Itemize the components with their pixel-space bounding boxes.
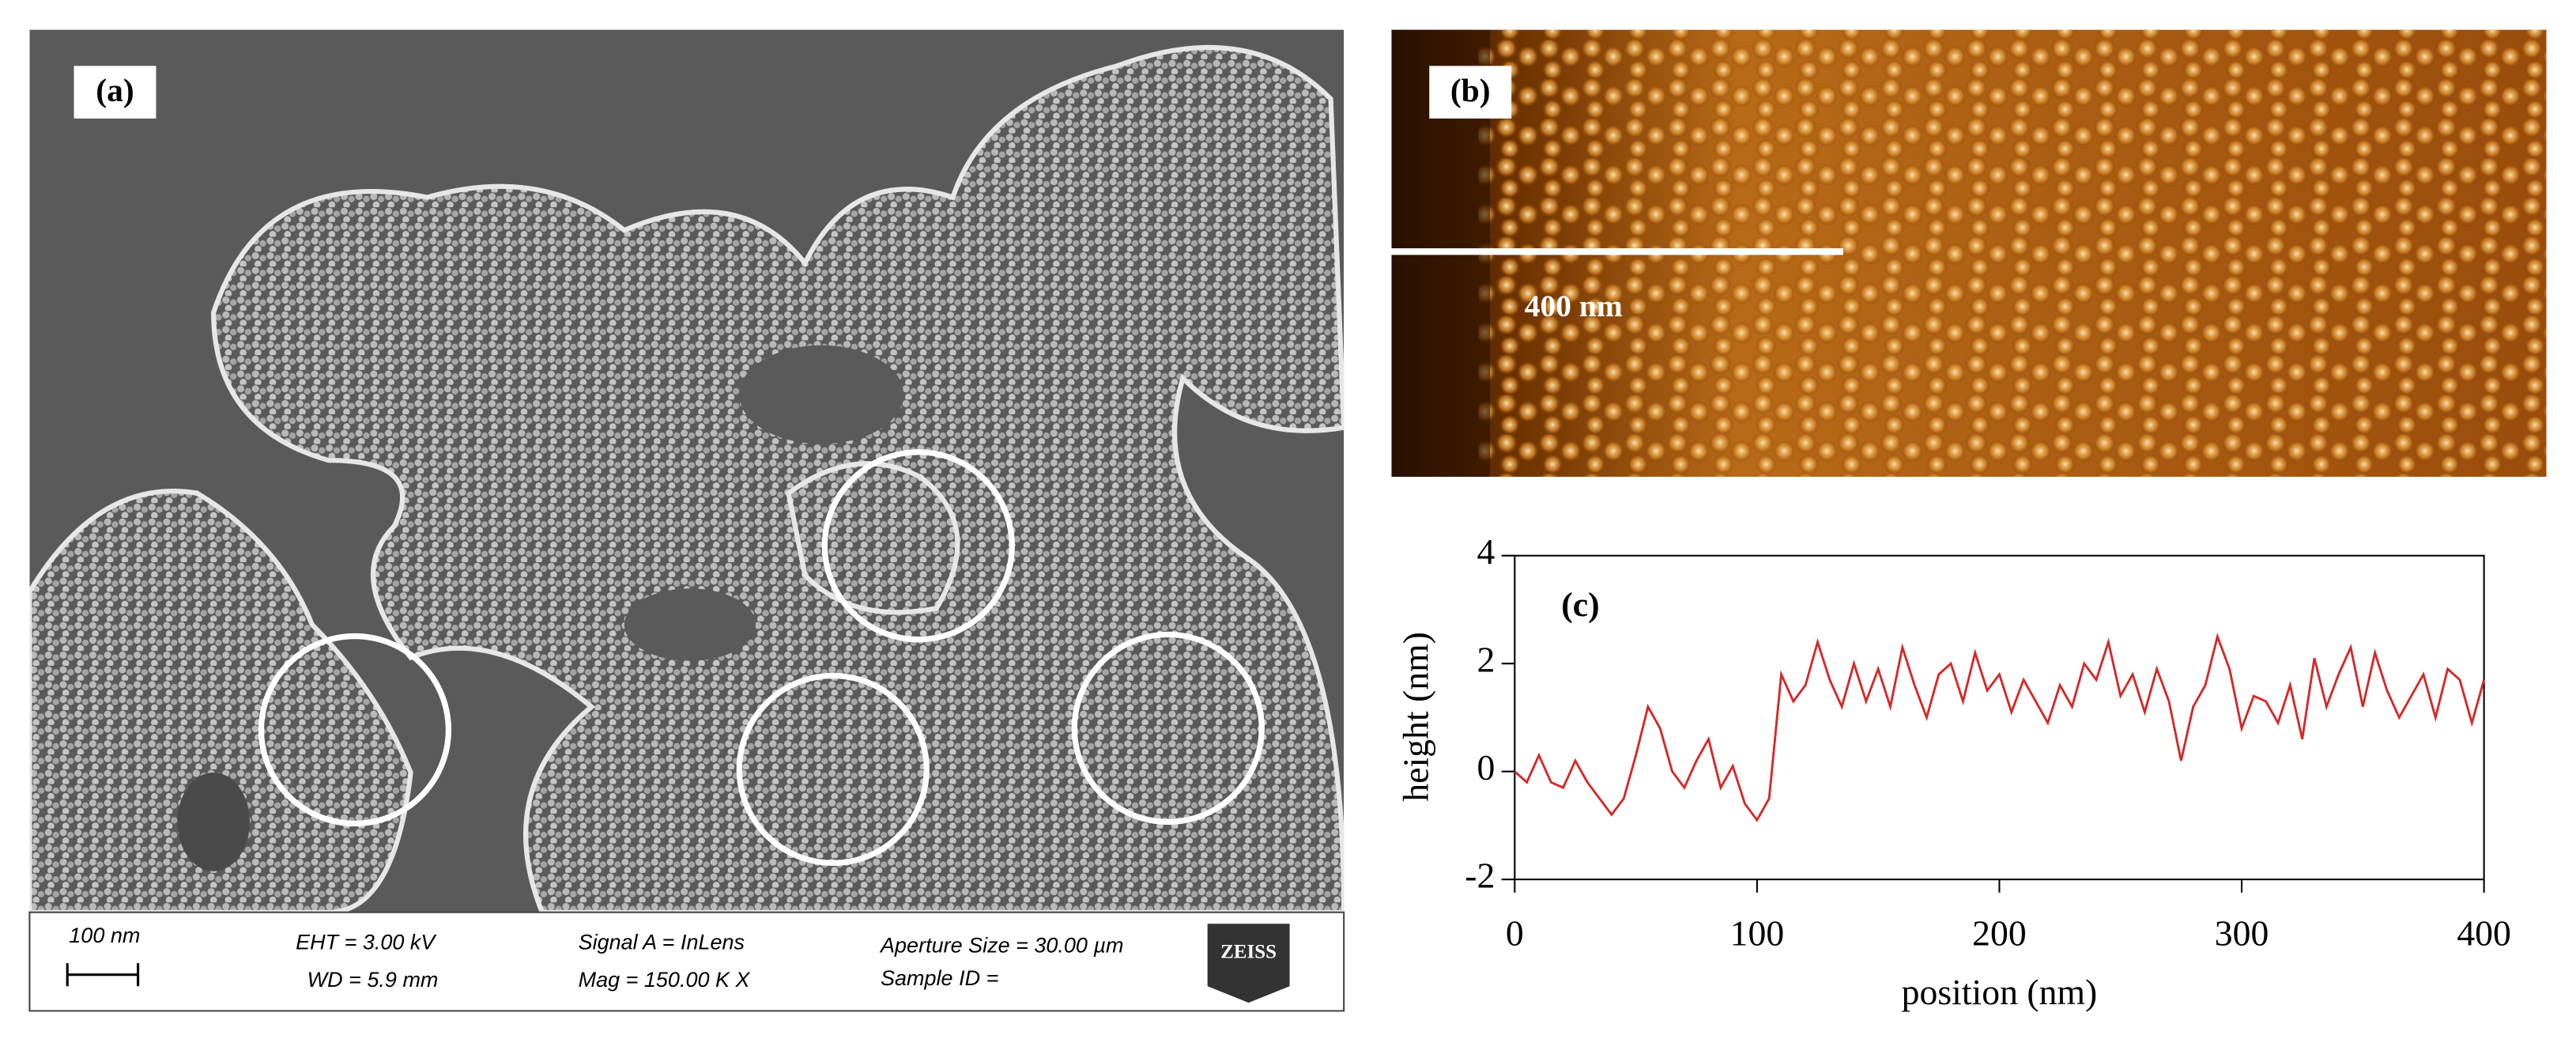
logo: ZEISS — [1220, 941, 1277, 962]
plot-frame — [1514, 554, 2485, 881]
panel-label-box — [74, 66, 157, 119]
info-text: EHT = 3.00 kV — [296, 930, 437, 954]
panel-label: (a) — [96, 72, 134, 109]
y-tick-label: -2 — [1465, 856, 1495, 896]
scale-bar — [66, 963, 140, 987]
x-tick-label: 200 — [1972, 912, 2027, 953]
profile-line — [1514, 633, 2486, 822]
y-tick-label: 4 — [1477, 531, 1495, 572]
profile-chart: (c) position (nm) height (nm) -2 0 2 4 0 100 2… — [1395, 531, 2511, 1012]
scale-bar-label: 400 nm — [1525, 289, 1623, 323]
info-bar — [28, 911, 1345, 1012]
annotation: (c) — [1561, 586, 1599, 624]
y-axis-label: height (nm) — [1395, 632, 1435, 802]
x-tick-label: 100 — [1730, 912, 1785, 953]
info-text: Sample ID = — [881, 966, 998, 990]
y-tick-label: 0 — [1477, 747, 1495, 788]
x-axis-label: position (nm) — [1902, 972, 2098, 1012]
x-tick-label: 300 — [2215, 912, 2269, 953]
info-text: Aperture Size = 30.00 µm — [879, 934, 1123, 958]
x-tick-label: 400 — [2457, 912, 2511, 953]
panel-label: (b) — [1450, 72, 1491, 109]
scale-bar-label: 100 nm — [69, 924, 140, 947]
x-tick-label: 0 — [1506, 912, 1524, 953]
sem-image — [29, 29, 1345, 912]
info-text: WD = 5.9 mm — [307, 968, 439, 992]
info-text: Mag = 150.00 K X — [579, 968, 751, 992]
logo-shape — [1207, 924, 1290, 1003]
panel-label-box — [1429, 66, 1512, 119]
y-tick-label: 2 — [1477, 640, 1495, 680]
info-text: Signal A = InLens — [579, 930, 745, 954]
